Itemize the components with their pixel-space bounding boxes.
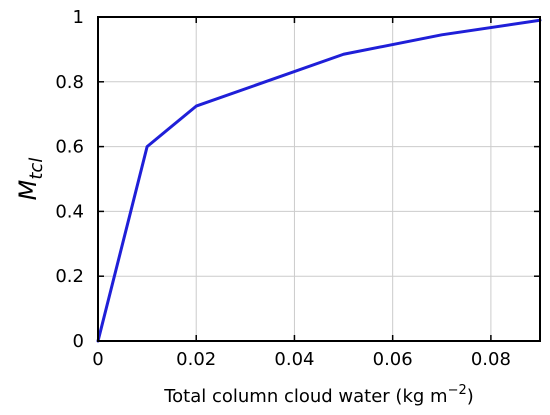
x-tick-label-3: 0.06	[373, 349, 413, 370]
x-tick-label-2: 0.04	[274, 349, 314, 370]
y-tick-label-1: 0.2	[55, 266, 84, 287]
x-tick-label-4: 0.08	[471, 349, 511, 370]
series-line-0	[96, 18, 542, 343]
y-tick-label-5: 1	[73, 7, 84, 28]
y-axis-label-subscript: tcl	[26, 158, 47, 180]
ticks	[97, 16, 540, 342]
x-axis-label-text: Total column cloud water (kg m	[163, 386, 447, 407]
y-tick-label-4: 0.8	[55, 72, 84, 93]
series-layer	[96, 18, 542, 343]
y-tick-label-2: 0.4	[55, 201, 84, 222]
x-tick-label-0: 0	[92, 349, 103, 370]
x-axis-label: Total column cloud water (kg m−2)	[163, 383, 474, 407]
y-axis-label: Mtcl	[14, 158, 47, 201]
y-tick-label-0: 0	[73, 331, 84, 352]
grid	[98, 17, 540, 341]
x-axis-label-superscript: −2	[448, 383, 467, 398]
y-axis-label-main: M	[14, 179, 42, 200]
y-tick-labels: 0 0.2 0.4 0.6 0.8 1	[55, 7, 84, 352]
x-tick-label-1: 0.02	[176, 349, 216, 370]
x-axis-label-suffix: )	[467, 386, 474, 407]
y-tick-label-3: 0.6	[55, 137, 84, 158]
x-tick-labels: 0 0.02 0.04 0.06 0.08	[92, 349, 511, 370]
plot-frame	[97, 16, 541, 342]
